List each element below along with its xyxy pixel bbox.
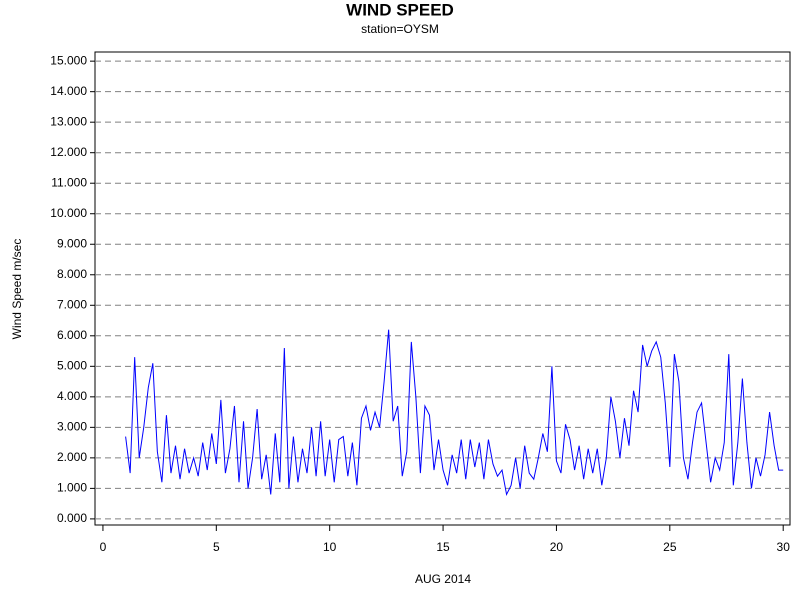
y-tick-label: 2.000	[57, 450, 87, 464]
x-tick-label: 5	[213, 540, 220, 554]
x-tick-label: 25	[663, 540, 677, 554]
y-tick-label: 10.000	[50, 206, 87, 220]
y-tick-label: 4.000	[57, 389, 87, 403]
y-tick-label: 3.000	[57, 420, 87, 434]
x-axis-label: AUG 2014	[415, 572, 471, 586]
y-tick-label: 1.000	[57, 481, 87, 495]
y-tick-label: 12.000	[50, 145, 87, 159]
y-tick-label: 15.000	[50, 53, 87, 67]
x-tick-label: 30	[777, 540, 791, 554]
x-tick-label: 0	[100, 540, 107, 554]
y-axis-label: Wind Speed m/sec	[10, 239, 24, 340]
y-tick-label: 11.000	[51, 175, 87, 189]
chart-subtitle: station=OYSM	[361, 22, 439, 36]
y-tick-label: 9.000	[57, 236, 87, 250]
y-tick-label: 14.000	[50, 84, 87, 98]
y-tick-label: 8.000	[57, 267, 87, 281]
plot-frame	[94, 51, 791, 526]
data-line	[125, 329, 784, 497]
chart-title: WIND SPEED	[346, 0, 454, 19]
y-tick-label: 13.000	[50, 114, 87, 128]
y-tick-label: 7.000	[57, 297, 87, 311]
y-tick-label: 6.000	[57, 328, 87, 342]
y-tick-label: 0.000	[57, 511, 87, 525]
x-tick-label: 15	[436, 540, 450, 554]
y-tick-label: 5.000	[57, 358, 87, 372]
x-tick-label: 10	[323, 540, 337, 554]
x-tick-label: 20	[550, 540, 564, 554]
